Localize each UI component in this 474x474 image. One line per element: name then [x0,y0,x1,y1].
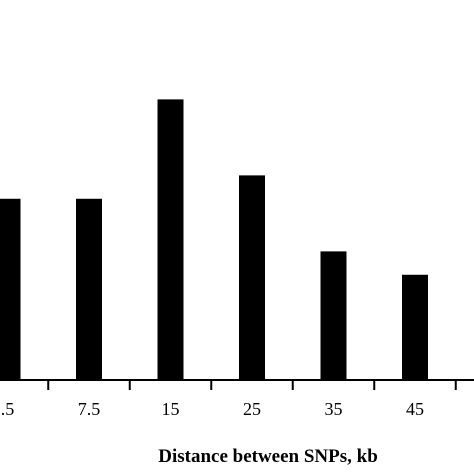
bar-4 [320,251,347,380]
x-ticks-group [47,380,457,390]
x-tick-label-5: 45 [406,399,424,419]
bar-5 [402,274,428,380]
x-tick-labels-group: .5 7.5 15 25 35 45 [1,399,424,419]
bar-3 [239,175,265,380]
bar-1 [76,198,102,380]
x-tick-label-0: .5 [1,399,15,419]
x-tick-label-4: 35 [325,399,343,419]
bar-2 [157,99,184,380]
bars-group [0,99,428,380]
x-tick-label-1: 7.5 [78,399,101,419]
bar-0 [0,198,21,380]
x-tick-label-3: 25 [243,399,261,419]
x-tick-label-2: 15 [162,399,180,419]
x-axis-title: Distance between SNPs, kb [158,446,378,467]
